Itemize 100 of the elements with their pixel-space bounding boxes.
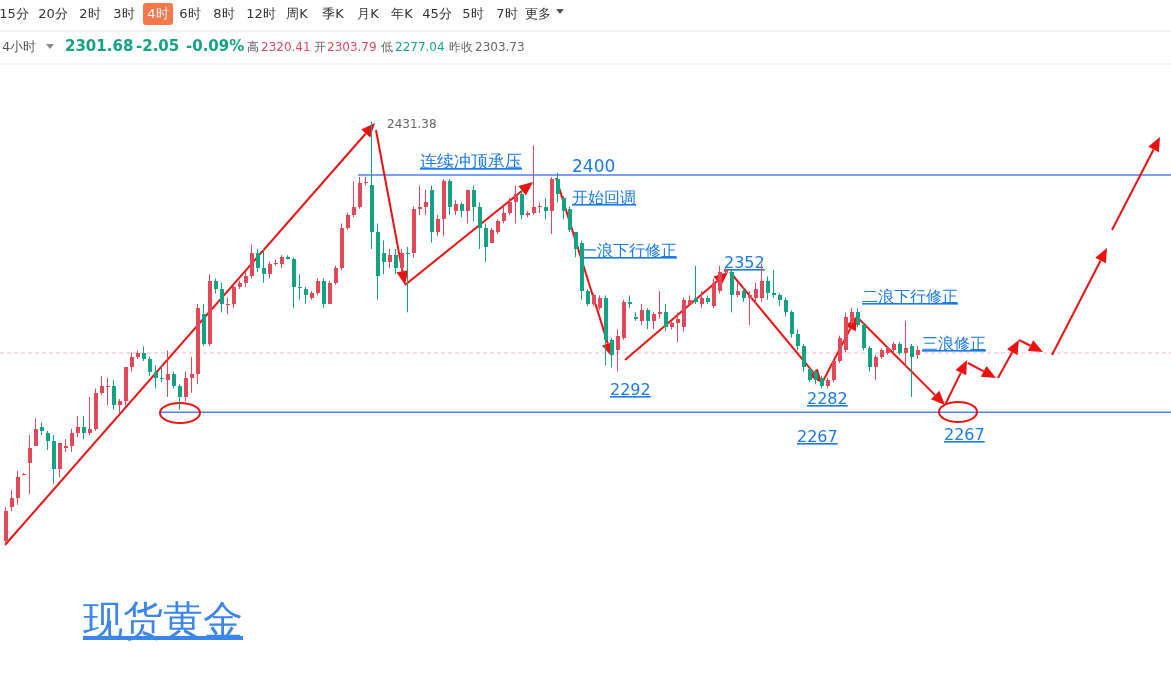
candlestick — [45, 430, 50, 451]
text: 2301.68 — [65, 37, 134, 55]
annotation: 2352 — [724, 253, 765, 272]
candlestick — [555, 172, 560, 203]
candlestick — [789, 309, 794, 339]
candlestick — [465, 189, 470, 225]
candlestick — [801, 343, 806, 373]
candlestick — [75, 415, 80, 438]
candlestick — [147, 356, 152, 377]
text: 5时 — [462, 6, 484, 21]
candlestick — [255, 248, 260, 273]
candlestick — [771, 269, 776, 299]
candlestick — [663, 303, 668, 332]
text: 季K — [322, 6, 345, 21]
candlestick — [87, 396, 92, 436]
candlestick — [867, 345, 872, 373]
candlestick — [333, 265, 338, 286]
text: 2303.73 — [475, 40, 525, 54]
text: 年K — [391, 6, 414, 21]
annotation: 2400 — [572, 156, 616, 176]
candlestick — [111, 379, 116, 411]
text: 2277.04 — [395, 40, 445, 54]
candlestick — [249, 244, 254, 280]
candlestick — [105, 377, 110, 406]
candlestick — [399, 248, 404, 273]
text: 三浪修正 — [922, 334, 986, 353]
candlestick — [543, 197, 548, 220]
candlestick — [357, 176, 362, 210]
candlestick — [531, 144, 536, 216]
candlestick — [573, 231, 578, 258]
candlestick — [693, 265, 698, 305]
text: 更多 — [525, 6, 551, 21]
candlestick — [831, 358, 836, 383]
candlestick — [477, 201, 482, 250]
text: 6时 — [179, 6, 201, 21]
candlestick — [711, 278, 716, 309]
candlestick — [351, 180, 356, 218]
text: 开 — [314, 40, 326, 54]
text: 2320.41 — [261, 40, 311, 54]
annotation: 开始回调 — [572, 188, 636, 207]
candlestick — [765, 275, 770, 301]
candlestick — [645, 307, 650, 330]
candlestick — [231, 284, 236, 309]
text: 昨收 — [449, 40, 473, 54]
candlestick — [423, 189, 428, 216]
text: 20分 — [38, 6, 68, 21]
text: 月K — [357, 6, 380, 21]
text: 4小时 — [2, 39, 37, 54]
candlestick — [27, 434, 32, 495]
candlestick — [483, 223, 488, 263]
candlestick — [855, 307, 860, 328]
candlestick — [513, 184, 518, 225]
candlestick — [471, 184, 476, 222]
candlestick — [657, 290, 662, 320]
candlestick — [615, 328, 620, 373]
text: -0.09% — [186, 37, 245, 55]
candlestick — [189, 356, 194, 394]
candlestick — [327, 280, 332, 305]
text: 15分 — [0, 6, 29, 21]
candlestick — [393, 248, 398, 275]
candlestick — [717, 265, 722, 294]
candlestick — [729, 269, 734, 313]
candlestick — [69, 428, 74, 453]
candlestick — [639, 303, 644, 326]
text: 高 — [247, 40, 259, 54]
annotation: 2431.38 — [387, 117, 437, 131]
candlestick — [381, 239, 386, 275]
candlestick — [747, 290, 752, 326]
candlestick — [99, 375, 104, 396]
candlestick — [795, 328, 800, 351]
candlestick — [153, 364, 158, 389]
candlestick — [537, 201, 542, 214]
text: 8时 — [213, 6, 235, 21]
candlestick — [129, 352, 134, 373]
candlestick — [321, 278, 326, 309]
text: 45分 — [422, 6, 452, 21]
candlestick — [159, 364, 164, 383]
candlestick — [567, 206, 572, 233]
candlestick — [405, 246, 410, 313]
candlestick — [15, 470, 20, 506]
annotation: 连续冲顶承压 — [420, 151, 522, 171]
text: 2267 — [944, 425, 985, 444]
candlestick — [675, 311, 680, 343]
text: 7时 — [496, 6, 518, 21]
candlestick — [861, 322, 866, 351]
candlestick — [183, 371, 188, 402]
annotation: 2267 — [797, 427, 838, 446]
text: 3时 — [113, 6, 135, 21]
text: 12时 — [246, 6, 276, 21]
candlestick — [9, 489, 14, 512]
candlestick — [33, 417, 38, 447]
candlestick — [387, 248, 392, 269]
text: 周K — [286, 6, 309, 21]
candlestick — [417, 184, 422, 216]
candlestick — [753, 282, 758, 305]
candlestick — [909, 343, 914, 398]
candlestick — [177, 383, 182, 411]
text: 低 — [381, 40, 393, 54]
annotation: 2282 — [807, 389, 848, 408]
candlestick — [261, 248, 266, 284]
